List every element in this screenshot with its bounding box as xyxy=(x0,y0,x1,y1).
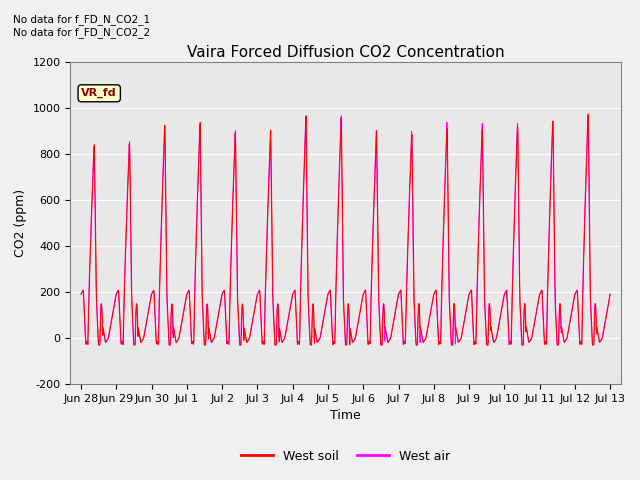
West soil xyxy=(428,302,436,308)
West air xyxy=(95,342,102,348)
West soil xyxy=(195,151,203,157)
West air xyxy=(544,277,552,283)
West air xyxy=(77,291,85,297)
Legend: West soil, West air: West soil, West air xyxy=(236,445,455,468)
Title: Vaira Forced Diffusion CO2 Concentration: Vaira Forced Diffusion CO2 Concentration xyxy=(187,45,504,60)
West soil xyxy=(182,295,190,301)
West soil xyxy=(497,311,505,316)
West air xyxy=(497,309,505,315)
Text: No data for f_FD_N_CO2_1
No data for f_FD_N_CO2_2: No data for f_FD_N_CO2_1 No data for f_F… xyxy=(13,14,150,38)
West soil xyxy=(77,291,85,297)
West soil xyxy=(95,342,102,348)
Y-axis label: CO2 (ppm): CO2 (ppm) xyxy=(14,189,27,257)
Line: West air: West air xyxy=(81,117,610,345)
Text: VR_fd: VR_fd xyxy=(81,88,117,98)
West soil xyxy=(584,111,592,117)
West air xyxy=(182,294,190,300)
West air xyxy=(255,289,262,295)
West soil xyxy=(255,290,262,296)
West air xyxy=(606,291,614,297)
West soil xyxy=(544,288,552,294)
West air xyxy=(428,301,436,307)
X-axis label: Time: Time xyxy=(330,409,361,422)
West soil xyxy=(606,291,614,297)
Line: West soil: West soil xyxy=(81,114,610,345)
West air xyxy=(584,114,592,120)
West air xyxy=(195,143,203,149)
